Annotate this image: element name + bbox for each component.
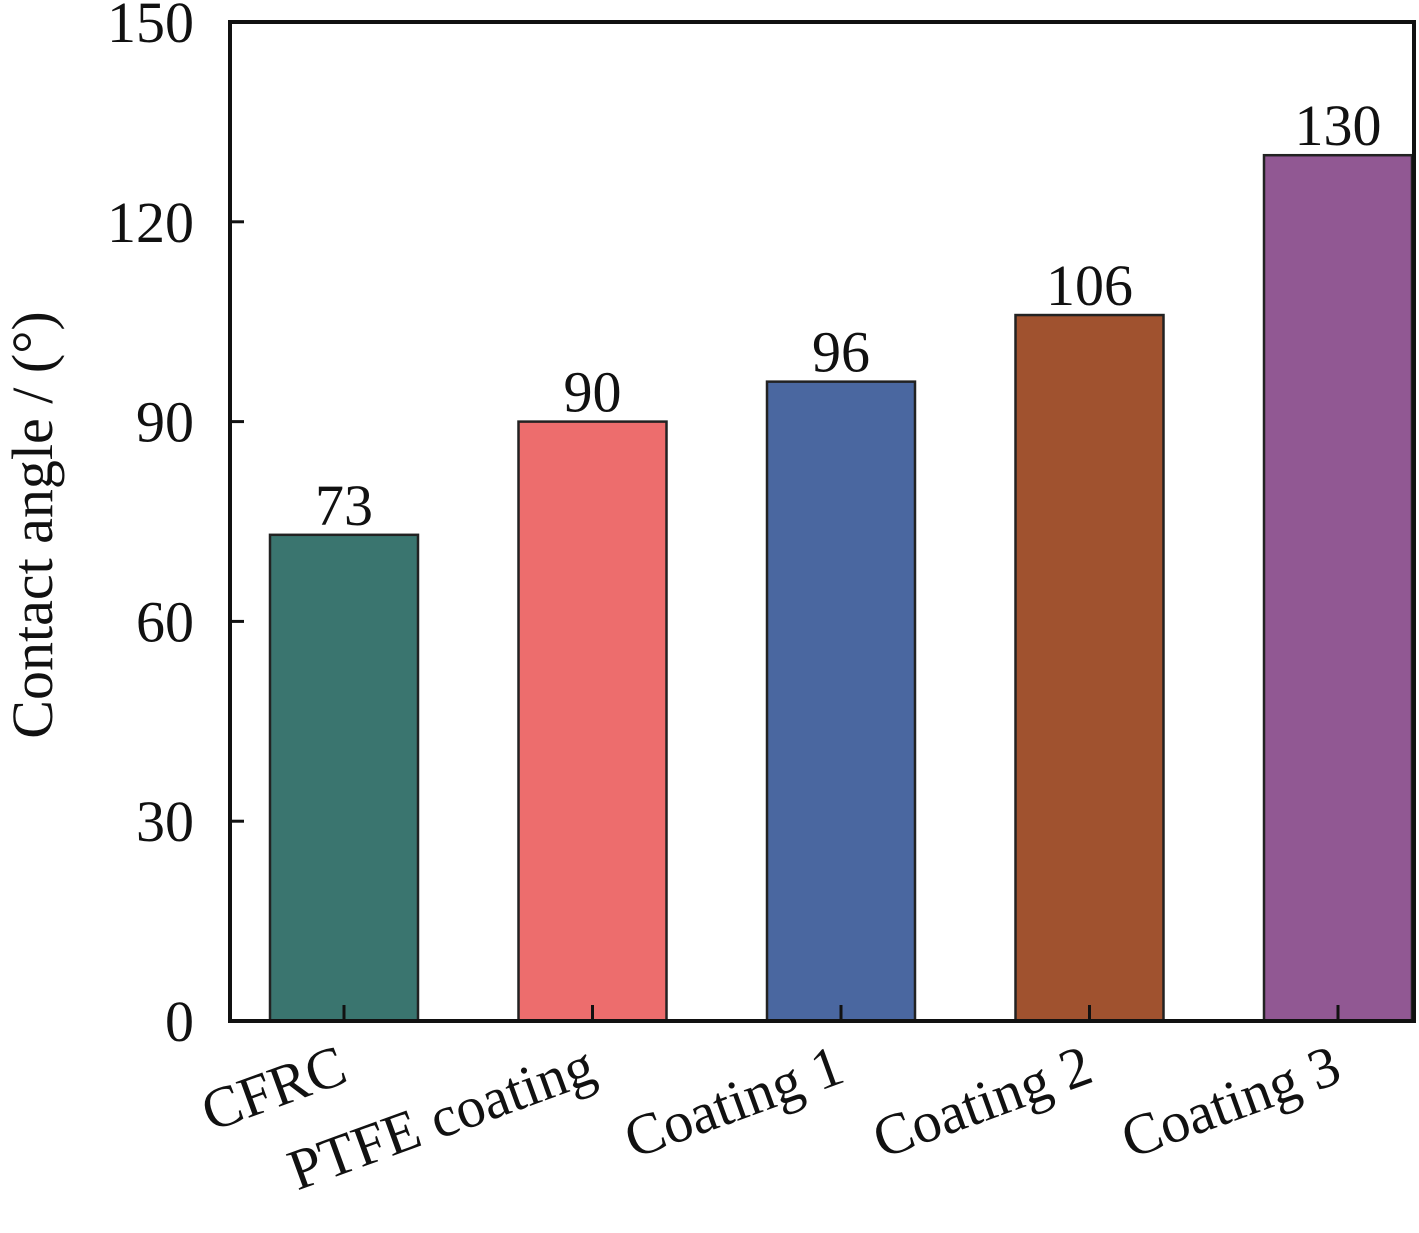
y-tick-label: 120 [107,190,194,255]
y-tick-label: 150 [107,0,194,55]
x-category-label: Coating 1 [616,1032,852,1171]
bar [517,420,668,1023]
bar [765,380,917,1023]
data-label: 90 [564,360,622,425]
plot-frame [228,20,1416,1023]
x-category-label: Coating 2 [864,1032,1100,1171]
data-labels: 73 90 96 106 130 [315,93,1382,538]
data-label: 96 [812,320,870,385]
bar [1262,153,1414,1023]
bar [1014,313,1165,1023]
bar [268,533,420,1023]
y-tick-label: 60 [136,589,194,654]
data-label: 73 [315,473,373,538]
data-label: 130 [1295,93,1382,158]
x-ticks-group [342,1005,1340,1021]
y-axis-title: Contact angle / (°) [0,311,65,738]
y-tick-labels: 0 30 60 90 120 150 [107,0,194,1054]
bars-group [268,153,1414,1023]
data-label: 106 [1046,253,1133,318]
y-ticks-group [230,20,244,1023]
x-category-label: Coating 3 [1113,1032,1349,1171]
y-tick-label: 90 [136,390,194,455]
y-tick-label: 0 [165,989,194,1054]
y-tick-label: 30 [136,789,194,854]
